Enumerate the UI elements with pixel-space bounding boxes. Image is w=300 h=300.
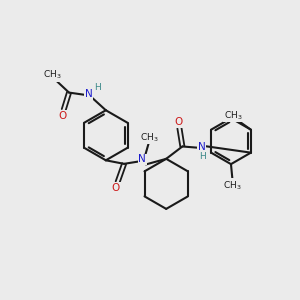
Text: CH$_3$: CH$_3$ [140, 131, 159, 144]
Text: CH$_3$: CH$_3$ [43, 69, 61, 81]
Text: O: O [174, 117, 183, 127]
Text: CH$_3$: CH$_3$ [224, 109, 242, 122]
Text: O: O [112, 183, 120, 193]
Text: N: N [139, 154, 146, 164]
Text: CH$_3$: CH$_3$ [224, 179, 242, 192]
Text: O: O [58, 110, 67, 121]
Text: N: N [85, 89, 93, 99]
Text: N: N [198, 142, 206, 152]
Text: H: H [199, 152, 206, 161]
Text: H: H [94, 83, 101, 92]
